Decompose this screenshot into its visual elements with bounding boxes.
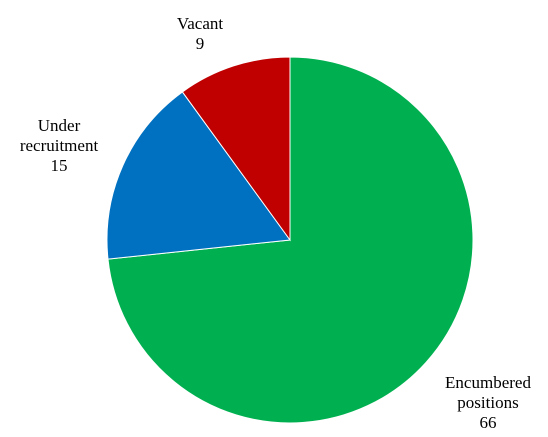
data-label-encumbered-positions: Encumbered positions 66 <box>428 373 548 433</box>
slice-under-recruitment <box>106 91 291 260</box>
data-label-under-recruitment: Under recruitment 15 <box>2 116 116 176</box>
slice-vacant <box>181 56 291 242</box>
label-encumbered-value: 66 <box>479 413 497 432</box>
label-vacant-value: 9 <box>195 34 205 53</box>
label-under-value: 15 <box>50 156 68 175</box>
data-label-vacant: Vacant 9 <box>160 14 240 54</box>
label-encumbered-line-1: Encumbered <box>445 373 531 392</box>
label-under-line-2: recruitment <box>19 136 99 155</box>
label-vacant-line-1: Vacant <box>176 14 224 33</box>
label-under-line-1: Under <box>37 116 81 135</box>
label-encumbered-line-2: positions <box>457 393 519 412</box>
